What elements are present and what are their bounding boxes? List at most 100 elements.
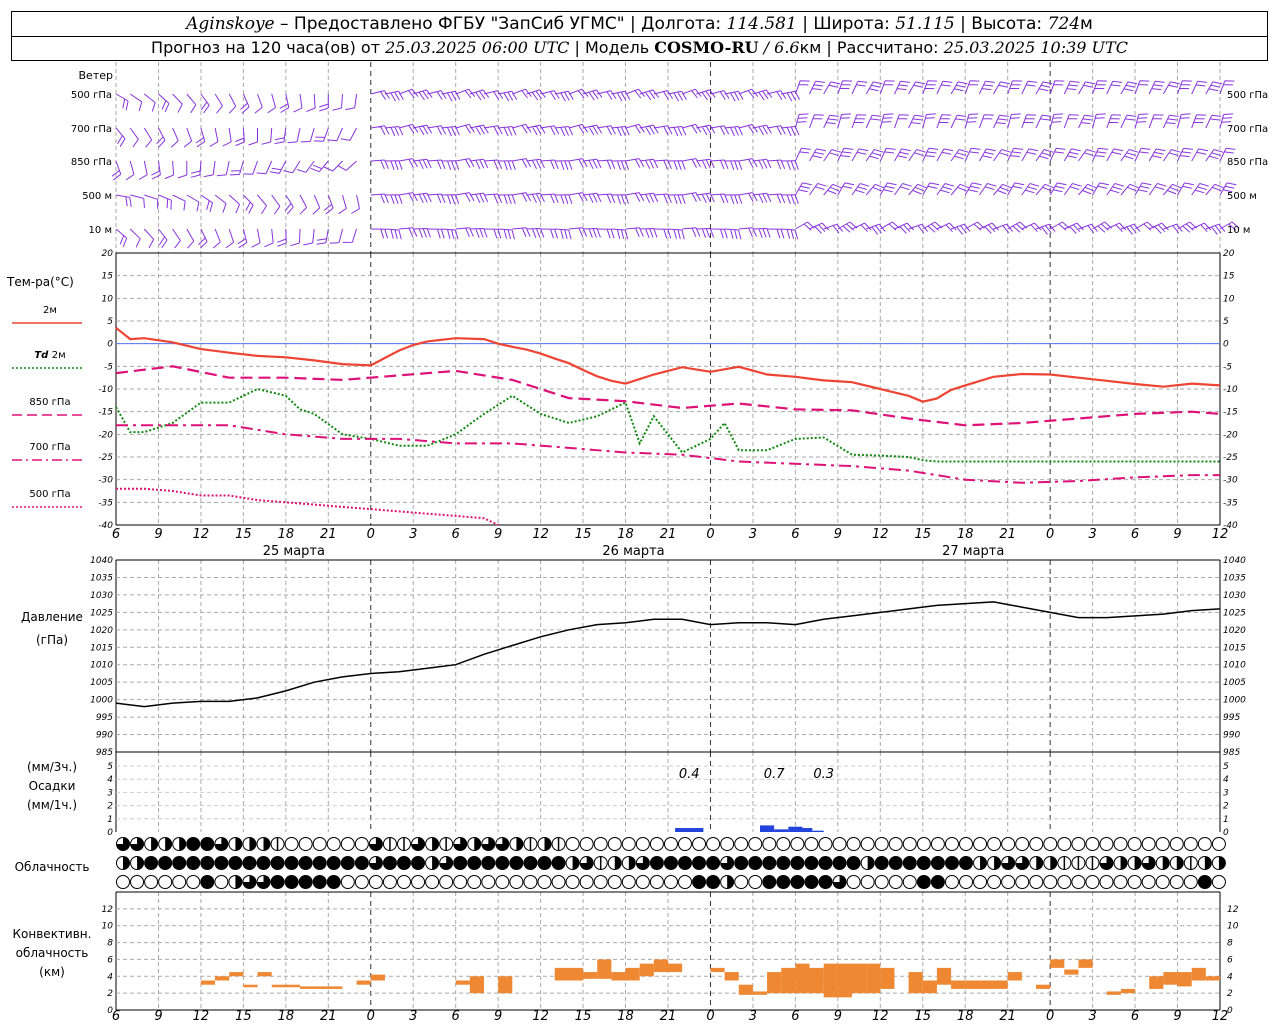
- wind-barb: [526, 89, 546, 101]
- cloud-symbol: [551, 856, 566, 870]
- cloud-symbol: [326, 837, 341, 851]
- wind-barb: [130, 194, 145, 208]
- wind-barb: [269, 160, 287, 174]
- wind-barb: [582, 89, 603, 101]
- wind-barb: [284, 194, 294, 215]
- wind-barb: [209, 127, 219, 147]
- wind-barb: [1106, 80, 1123, 95]
- cloud-symbol: [874, 875, 889, 889]
- cloud-symbol: [734, 875, 749, 889]
- wind-barb: [1148, 80, 1165, 95]
- wind-barb: [129, 228, 141, 248]
- wind-barb: [794, 113, 809, 129]
- wind-barb: [399, 158, 418, 168]
- wind-barb: [1007, 113, 1021, 129]
- precip-tick-label-right: 2: [1223, 802, 1229, 812]
- wind-barb: [1134, 80, 1150, 95]
- cloud-symbol: [818, 856, 833, 870]
- pressure-tick-label: 1015: [90, 643, 113, 653]
- cloud-symbol: [1099, 875, 1114, 889]
- cloud-symbol: [790, 837, 805, 851]
- time-tick-label: 6: [452, 1009, 460, 1024]
- cloud-symbol: [1141, 837, 1156, 851]
- cloud-symbol: [579, 837, 594, 851]
- wind-barb: [172, 228, 181, 249]
- temp-tick-label-right: -20: [1223, 430, 1238, 440]
- wind-barb: [1120, 183, 1139, 196]
- wind-barb: [837, 221, 858, 233]
- conv-bar: [809, 967, 824, 994]
- wind-barb: [597, 90, 617, 100]
- wind-barb: [413, 158, 432, 170]
- time-tick-label: 6: [112, 527, 120, 542]
- wind-barb: [710, 90, 730, 100]
- time-tick-label: 0: [706, 527, 714, 542]
- wind-barb: [540, 125, 560, 136]
- cloud-symbol-mark: [249, 837, 256, 851]
- wind-barb: [611, 126, 630, 137]
- labels-layer: 6 9 12 15 18 21 0 3 6 9 12 15 18 21 0 3 6 9 12 15 18 21 0 3 6 9 12…: [6, 69, 1268, 1024]
- time-tick-label: 6: [791, 1009, 799, 1024]
- time-tick-label: 15: [575, 1009, 592, 1024]
- wind-barb: [1021, 114, 1037, 129]
- wind-level-label: 10 м: [89, 225, 112, 236]
- time-tick-label: 12: [532, 1009, 549, 1024]
- conv-title-line: облачность: [16, 946, 89, 960]
- wind-barb: [667, 126, 687, 137]
- pressure-tick-label: 1030: [90, 591, 113, 601]
- cloud-symbol: [1197, 837, 1212, 851]
- wind-barb: [1063, 80, 1080, 95]
- wind-barb: [469, 158, 489, 170]
- wind-barb: [512, 123, 532, 134]
- temp-tick-label-right: -30: [1223, 476, 1238, 486]
- wind-title: Ветер: [79, 69, 113, 82]
- wind-barb: [1148, 222, 1169, 234]
- cloud-symbol: [593, 875, 608, 889]
- temp-tick-label: 0: [107, 340, 113, 350]
- wind-barb: [277, 228, 287, 247]
- alt-value: 724: [1047, 14, 1081, 34]
- wind-barb: [696, 124, 716, 136]
- wind-barb: [1092, 80, 1107, 95]
- temp-tick-label-right: -5: [1223, 362, 1232, 372]
- wind-barb: [823, 223, 844, 234]
- conv-bar: [1163, 972, 1178, 985]
- legend-text: 700 гПа: [29, 442, 70, 453]
- temp-tick-label-right: -10: [1223, 385, 1238, 395]
- cloud-symbol: [959, 875, 973, 889]
- pressure-tick-label-right: 1005: [1223, 678, 1246, 688]
- cloud-symbol: [846, 856, 861, 870]
- cloud-symbol: [692, 837, 707, 851]
- wind-barb: [1078, 223, 1098, 234]
- temp-tick-label-right: 20: [1223, 249, 1235, 259]
- time-tick-label: 21: [660, 527, 677, 542]
- wind-barb: [1177, 147, 1193, 162]
- wind-barb: [922, 80, 938, 95]
- wind-barb: [156, 127, 166, 148]
- day-label: 26 марта: [602, 544, 664, 559]
- wind-barb: [1162, 149, 1181, 162]
- wind-barb: [611, 194, 629, 204]
- wind-barb: [370, 228, 389, 239]
- cloud-symbol-mark: [439, 856, 453, 870]
- conv-bar: [271, 984, 300, 988]
- cloud-symbol: [172, 875, 187, 889]
- wind-barb: [625, 192, 645, 202]
- time-tick-label: 21: [320, 1009, 337, 1024]
- wind-level-label-right: 500 гПа: [1227, 90, 1268, 101]
- wind-barb: [540, 228, 558, 239]
- wind-barb: [1120, 114, 1137, 129]
- wind-barb: [312, 194, 321, 215]
- wind-barb: [469, 124, 489, 136]
- cloud-symbol: [649, 837, 664, 851]
- conv-tick-label-right: 12: [1227, 905, 1239, 915]
- time-tick-label: 9: [834, 527, 842, 542]
- precip-bar: [675, 828, 704, 832]
- wind-barb: [554, 90, 574, 102]
- wind-barb: [908, 81, 926, 95]
- wind-barb: [214, 194, 227, 213]
- wind-barb: [879, 182, 897, 196]
- wind-barb: [469, 228, 488, 238]
- wind-barb: [1191, 183, 1209, 196]
- wind-barb: [1205, 183, 1224, 196]
